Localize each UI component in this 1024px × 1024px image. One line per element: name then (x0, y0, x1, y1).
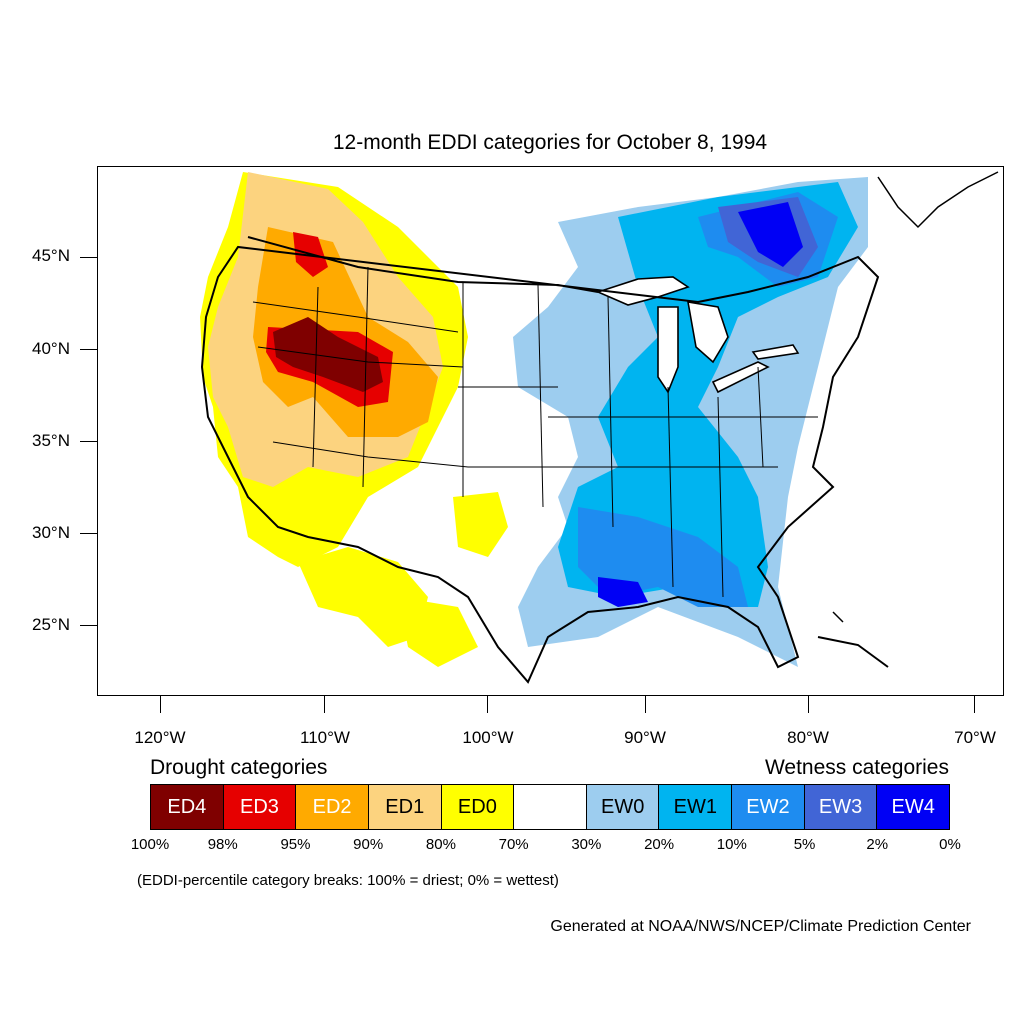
lat-tick (80, 441, 97, 442)
lat-tick (80, 257, 97, 258)
region-ew1-east (558, 182, 858, 607)
legend-box-ed0: ED0 (441, 785, 515, 829)
percentile-label: 10% (716, 836, 747, 853)
state-borders (252, 266, 818, 598)
percentile-label: 70% (498, 836, 529, 853)
region-ed0-sw (298, 547, 428, 647)
cuba-outline (817, 636, 889, 668)
legend-box-ed3: ED3 (223, 785, 297, 829)
lake-ontario (751, 344, 800, 360)
legend-box-ew3: EW3 (804, 785, 878, 829)
percentile-label: 98% (207, 836, 238, 853)
drought-heading: Drought categories (150, 756, 328, 779)
lat-label-40: 40°N (32, 339, 70, 358)
region-ed0-tx (453, 492, 508, 557)
percentile-label: 90% (353, 836, 384, 853)
credit-text: Generated at NOAA/NWS/NCEP/Climate Predi… (550, 918, 971, 935)
region-ed0-mx (398, 597, 478, 667)
lat-tick (80, 533, 97, 534)
percentile-label: 0% (939, 836, 961, 853)
region-ew4-gulf (598, 577, 648, 607)
lon-tick (324, 696, 325, 713)
percentile-label: 20% (644, 836, 675, 853)
legend-box-ew1: EW1 (659, 785, 733, 829)
lat-label-35: 35°N (32, 431, 70, 450)
legend-box-ed2: ED2 (296, 785, 369, 829)
lat-tick (80, 349, 97, 350)
lon-label-70: 70°W (954, 728, 996, 747)
region-ed4-west (273, 317, 383, 392)
percentile-label: 80% (425, 836, 456, 853)
legend-box-ew2: EW2 (732, 785, 805, 829)
lake-erie (711, 361, 770, 394)
region-ew4-ne (738, 202, 803, 267)
lon-tick (487, 696, 488, 713)
lake-superior (595, 276, 690, 306)
lon-label-120: 120°W (134, 728, 186, 747)
lon-label-90: 90°W (624, 728, 666, 747)
lon-tick (160, 696, 161, 713)
lat-label-30: 30°N (32, 523, 70, 542)
percentile-label: 30% (571, 836, 602, 853)
lake-huron (687, 301, 729, 364)
legend-box-neutral (514, 785, 587, 829)
map-panel (97, 166, 1004, 696)
legend-box-ed1: ED1 (368, 785, 442, 829)
lon-label-110: 110°W (300, 728, 350, 747)
lon-label-80: 80°W (787, 728, 829, 747)
lon-label-100: 100°W (462, 728, 514, 747)
eddi-map (200, 171, 999, 684)
percentile-label: 95% (280, 836, 311, 853)
wetness-heading: Wetness categories (764, 756, 949, 779)
lat-label-45: 45°N (32, 246, 70, 265)
lat-label-25: 25°N (32, 615, 70, 634)
bahamas (832, 611, 844, 623)
map-title: 12-month EDDI categories for October 8, … (332, 131, 768, 154)
lake-michigan (657, 306, 679, 394)
lon-tick (808, 696, 809, 713)
lon-tick (974, 696, 975, 713)
category-note: (EDDI-percentile category breaks: 100% =… (137, 872, 559, 889)
legend-box-ew4: EW4 (877, 785, 950, 829)
canada-border (877, 171, 999, 229)
legend-box-ed4: ED4 (151, 785, 224, 829)
lat-tick (80, 625, 97, 626)
lon-tick (645, 696, 646, 713)
percentile-label: 100% (130, 836, 170, 853)
legend-bar: ED4 ED3 ED2 ED1 ED0 EW0 EW1 EW2 EW3 EW4 (150, 784, 950, 830)
legend-box-ew0: EW0 (586, 785, 660, 829)
percentile-label: 2% (866, 836, 889, 853)
us-outline (200, 236, 880, 684)
percentile-label: 5% (793, 836, 816, 853)
